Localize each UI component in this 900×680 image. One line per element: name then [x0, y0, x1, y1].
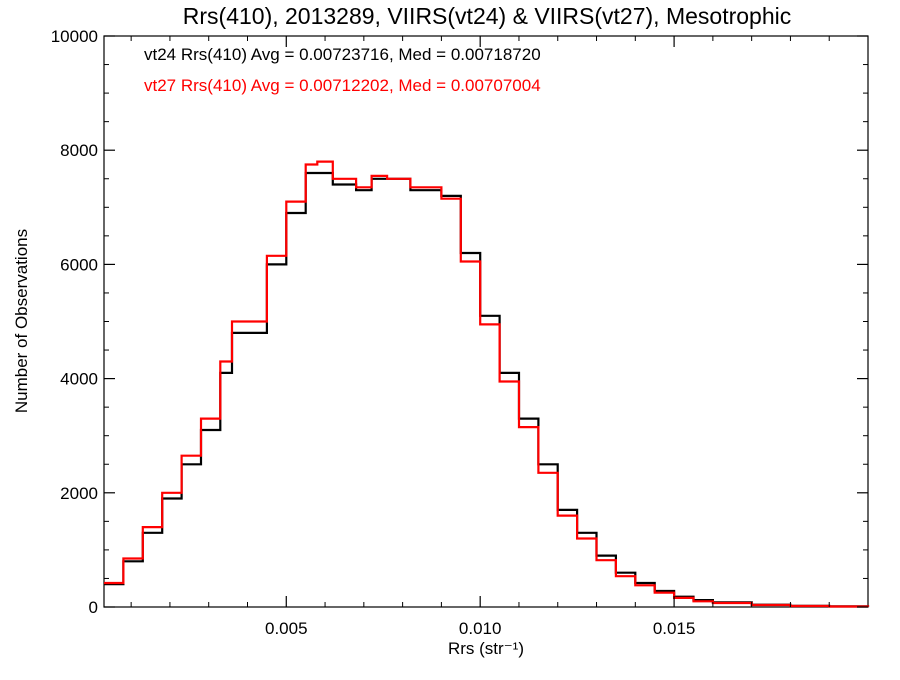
- y-tick-label: 6000: [60, 255, 98, 274]
- y-tick-label: 0: [89, 598, 98, 617]
- y-tick-label: 2000: [60, 484, 98, 503]
- x-axis-label: Rrs (str⁻¹): [448, 639, 524, 658]
- y-tick-label: 10000: [51, 27, 98, 46]
- x-tick-label: 0.015: [653, 619, 696, 638]
- y-axis: 0 2000 4000 6000 8000 10000: [51, 27, 868, 617]
- series-line-0: [104, 171, 870, 608]
- x-axis: 0.005 0.010 0.015: [130, 36, 830, 638]
- legend-annotation-vt24: vt24 Rrs(410) Avg = 0.00723716, Med = 0.…: [144, 45, 541, 64]
- plot-frame: [103, 35, 869, 608]
- x-tick-label: 0.005: [265, 619, 308, 638]
- series-layer: [104, 160, 870, 608]
- x-tick-label: 0.010: [459, 619, 502, 638]
- y-tick-label: 4000: [60, 370, 98, 389]
- legend-annotation-vt27: vt27 Rrs(410) Avg = 0.00712202, Med = 0.…: [144, 76, 541, 95]
- y-axis-label: Number of Observations: [12, 229, 31, 413]
- series-line-1: [104, 160, 870, 608]
- y-tick-label: 8000: [60, 141, 98, 160]
- chart-title: Rrs(410), 2013289, VIIRS(vt24) & VIIRS(v…: [183, 3, 791, 29]
